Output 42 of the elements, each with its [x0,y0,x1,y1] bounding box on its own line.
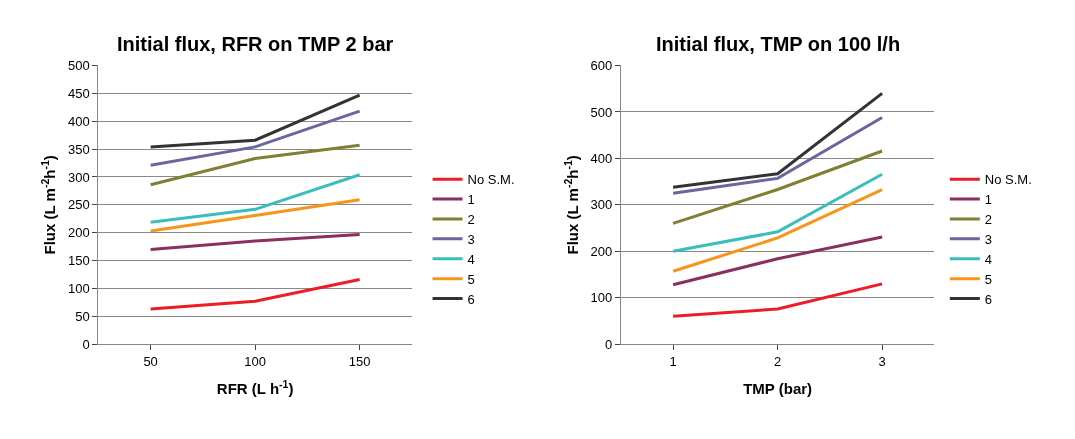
legend-label: 3 [984,231,993,247]
y-tick-label: 200 [68,225,90,241]
y-tick-label: 0 [605,336,613,352]
legend-label: 6 [467,291,475,307]
legend-label: 1 [467,192,475,208]
x-tick-label: 3 [878,353,886,369]
legend-label: 4 [467,251,475,267]
x-tick-label: 1 [669,353,677,369]
y-tick-label: 300 [68,169,90,185]
legend-label: 2 [984,212,993,228]
legend-label: No S.M. [984,172,1032,188]
legend-label: 5 [984,271,993,287]
chart-title: Initial flux, TMP on 100 l/h [656,33,901,55]
y-tick-label: 100 [590,290,613,306]
legend-label: 3 [467,231,475,247]
x-tick-label: 100 [244,353,266,369]
x-tick-label: 50 [143,353,158,369]
y-tick-label: 50 [75,308,90,324]
y-tick-label: 500 [590,104,613,120]
y-tick-label: 100 [68,281,90,297]
y-tick-label: 400 [590,150,613,166]
y-tick-label: 300 [590,197,613,213]
legend-label: 4 [984,251,993,267]
y-tick-label: 450 [68,85,90,101]
y-tick-label: 500 [68,58,90,74]
y-tick-label: 400 [68,113,90,129]
y-tick-label: 0 [82,336,90,352]
legend-label: No S.M. [467,172,515,188]
x-axis-title: RFR (L h$^{-1}$) [216,377,294,397]
y-tick-label: 200 [590,243,613,259]
y-tick-label: 350 [68,141,90,157]
x-tick-label: 150 [348,353,371,369]
legend-label: 6 [984,291,993,307]
y-tick-label: 150 [68,253,90,269]
x-axis-title: TMP (bar) [743,379,813,397]
chart-title: Initial flux, RFR on TMP 2 bar [117,33,394,55]
x-tick-label: 2 [774,353,782,369]
legend-label: 1 [984,192,993,208]
legend-label: 2 [467,212,475,228]
legend-label: 5 [467,271,475,287]
y-tick-label: 250 [68,197,90,213]
y-tick-label: 600 [590,58,613,74]
